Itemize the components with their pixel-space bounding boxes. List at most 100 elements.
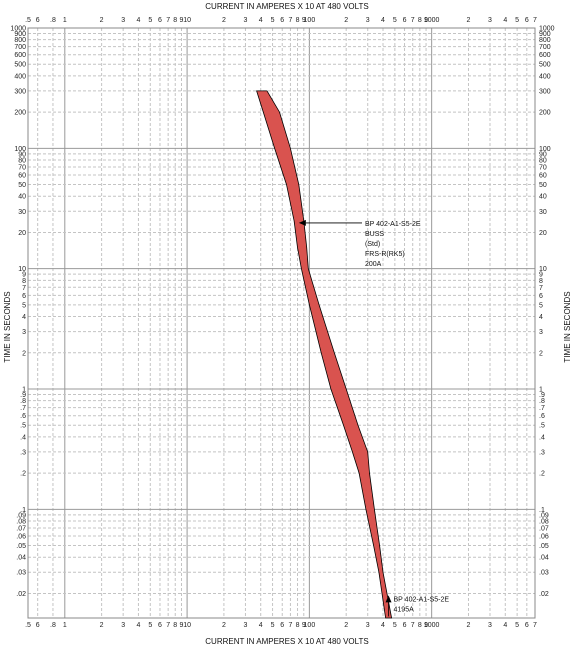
y-axis-title-right: TIME IN SECONDS — [563, 291, 572, 362]
y-tick-label-left: .06 — [16, 534, 26, 541]
y-tick-label-left: .09 — [16, 512, 26, 519]
annotation-arrowhead — [298, 219, 306, 226]
x-tick-label-bottom: 1000 — [424, 622, 440, 629]
x-tick-label-bottom: 4 — [503, 622, 507, 629]
y-tick-label-right: 400 — [539, 73, 551, 80]
y-tick-label-right: .6 — [539, 413, 545, 420]
x-tick-label-bottom: 8 — [418, 622, 422, 629]
y-tick-label-right: 9 — [539, 272, 543, 279]
y-tick-label-left: 90 — [18, 151, 26, 158]
y-tick-label-left: .08 — [16, 518, 26, 525]
series-layer — [256, 90, 393, 619]
y-tick-label-right: 60 — [539, 173, 547, 180]
x-tick-label-bottom: 3 — [366, 622, 370, 629]
x-tick-label-top: 7 — [533, 17, 537, 24]
y-tick-label-left: .07 — [16, 525, 26, 532]
annotation-arrowhead — [385, 595, 392, 603]
x-tick-label-top: 8 — [296, 17, 300, 24]
x-tick-label-top: 2 — [100, 17, 104, 24]
y-tick-label-right: 10 — [539, 266, 547, 273]
y-tick-label-right: 7 — [539, 285, 543, 292]
y-tick-label-left: .02 — [16, 591, 26, 598]
x-tick-label-top: 8 — [418, 17, 422, 24]
y-tick-label-right: 8 — [539, 278, 543, 285]
x-axis-title-bottom: CURRENT IN AMPERES X 10 AT 480 VOLTS — [205, 637, 368, 646]
x-tick-label-top: 3 — [366, 17, 370, 24]
grid — [27, 27, 536, 618]
x-tick-label-bottom: 5 — [148, 622, 152, 629]
y-tick-label-left: 10 — [18, 266, 26, 273]
y-tick-label-left: 50 — [18, 182, 26, 189]
y-tick-label-left: 500 — [14, 62, 26, 69]
y-tick-label-right: 20 — [539, 230, 547, 237]
y-tick-label-left: .2 — [20, 471, 26, 478]
x-tick-label-top: 7 — [166, 17, 170, 24]
x-tick-label-bottom: 6 — [525, 622, 529, 629]
y-tick-label-left: 5 — [22, 302, 26, 309]
y-tick-label-right: .7 — [539, 405, 545, 412]
y-tick-label-left: 1 — [22, 386, 26, 393]
y-tick-label-right: 90 — [539, 151, 547, 158]
y-tick-label-right: .08 — [539, 518, 549, 525]
y-tick-label-left: .7 — [20, 405, 26, 412]
x-tick-label-top: 5 — [148, 17, 152, 24]
y-tick-label-right: 3 — [539, 329, 543, 336]
x-tick-label-top: 9 — [424, 17, 428, 24]
x-tick-label-top: 7 — [288, 17, 292, 24]
x-tick-label-top: 6 — [36, 17, 40, 24]
x-tick-label-top: 9 — [180, 17, 184, 24]
y-tick-label-left: 6 — [22, 293, 26, 300]
annotation-text-line: (Std) — [365, 241, 380, 248]
x-tick-label-bottom: 8 — [296, 622, 300, 629]
y-tick-label-right: 5 — [539, 302, 543, 309]
x-tick-label-top: 6 — [280, 17, 284, 24]
x-tick-label-bottom: 6 — [280, 622, 284, 629]
y-tick-label-left: 400 — [14, 73, 26, 80]
x-tick-label-top: 4 — [503, 17, 507, 24]
y-tick-label-right: .5 — [539, 423, 545, 430]
x-tick-label-top: 7 — [411, 17, 415, 24]
x-tick-label-bottom: 7 — [411, 622, 415, 629]
annotation-text-line: BUSS — [365, 231, 384, 238]
y-tick-label-right: 40 — [539, 194, 547, 201]
x-tick-label-bottom: 5 — [515, 622, 519, 629]
x-tick-label-bottom: 100 — [304, 622, 316, 629]
x-tick-label-top: 10 — [183, 17, 191, 24]
y-tick-label-right: 2 — [539, 350, 543, 357]
y-tick-label-right: 4 — [539, 314, 543, 321]
x-tick-label-bottom: 5 — [271, 622, 275, 629]
y-tick-label-left: .05 — [16, 543, 26, 550]
x-tick-label-top: 4 — [381, 17, 385, 24]
y-tick-label-left: 100 — [14, 146, 26, 153]
y-tick-label-left: .9 — [20, 392, 26, 399]
y-tick-label-right: 70 — [539, 164, 547, 171]
x-tick-label-top: 4 — [259, 17, 263, 24]
x-tick-label-bottom: 9 — [180, 622, 184, 629]
x-tick-label-top: 5 — [515, 17, 519, 24]
annotation-text-line: 200A — [365, 261, 382, 268]
y-tick-label-right: .07 — [539, 525, 549, 532]
x-tick-label-top: 6 — [403, 17, 407, 24]
x-tick-label-bottom: 2 — [222, 622, 226, 629]
x-tick-label-bottom: 10 — [183, 622, 191, 629]
tick-labels: .5.566.8.8112233445566778899101022334455… — [10, 17, 554, 629]
annotation-text-line: 4195A — [394, 606, 415, 613]
y-tick-label-left: .04 — [16, 555, 26, 562]
y-tick-label-left: 600 — [14, 52, 26, 59]
x-tick-label-bottom: 9 — [424, 622, 428, 629]
x-tick-label-bottom: 4 — [381, 622, 385, 629]
x-tick-label-bottom: 2 — [344, 622, 348, 629]
x-tick-label-top: 8 — [173, 17, 177, 24]
y-tick-label-left: 700 — [14, 44, 26, 51]
x-tick-label-bottom: 7 — [166, 622, 170, 629]
x-tick-label-bottom: 6 — [403, 622, 407, 629]
y-tick-label-right: .09 — [539, 512, 549, 519]
y-tick-label-left: 2 — [22, 350, 26, 357]
x-tick-label-top: 5 — [393, 17, 397, 24]
y-tick-label-right: 30 — [539, 209, 547, 216]
y-tick-label-right: .02 — [539, 591, 549, 598]
x-tick-label-top: 6 — [525, 17, 529, 24]
annotation-text-line: FRS-R(RK5) — [365, 251, 405, 258]
x-tick-label-top: 1 — [63, 17, 67, 24]
